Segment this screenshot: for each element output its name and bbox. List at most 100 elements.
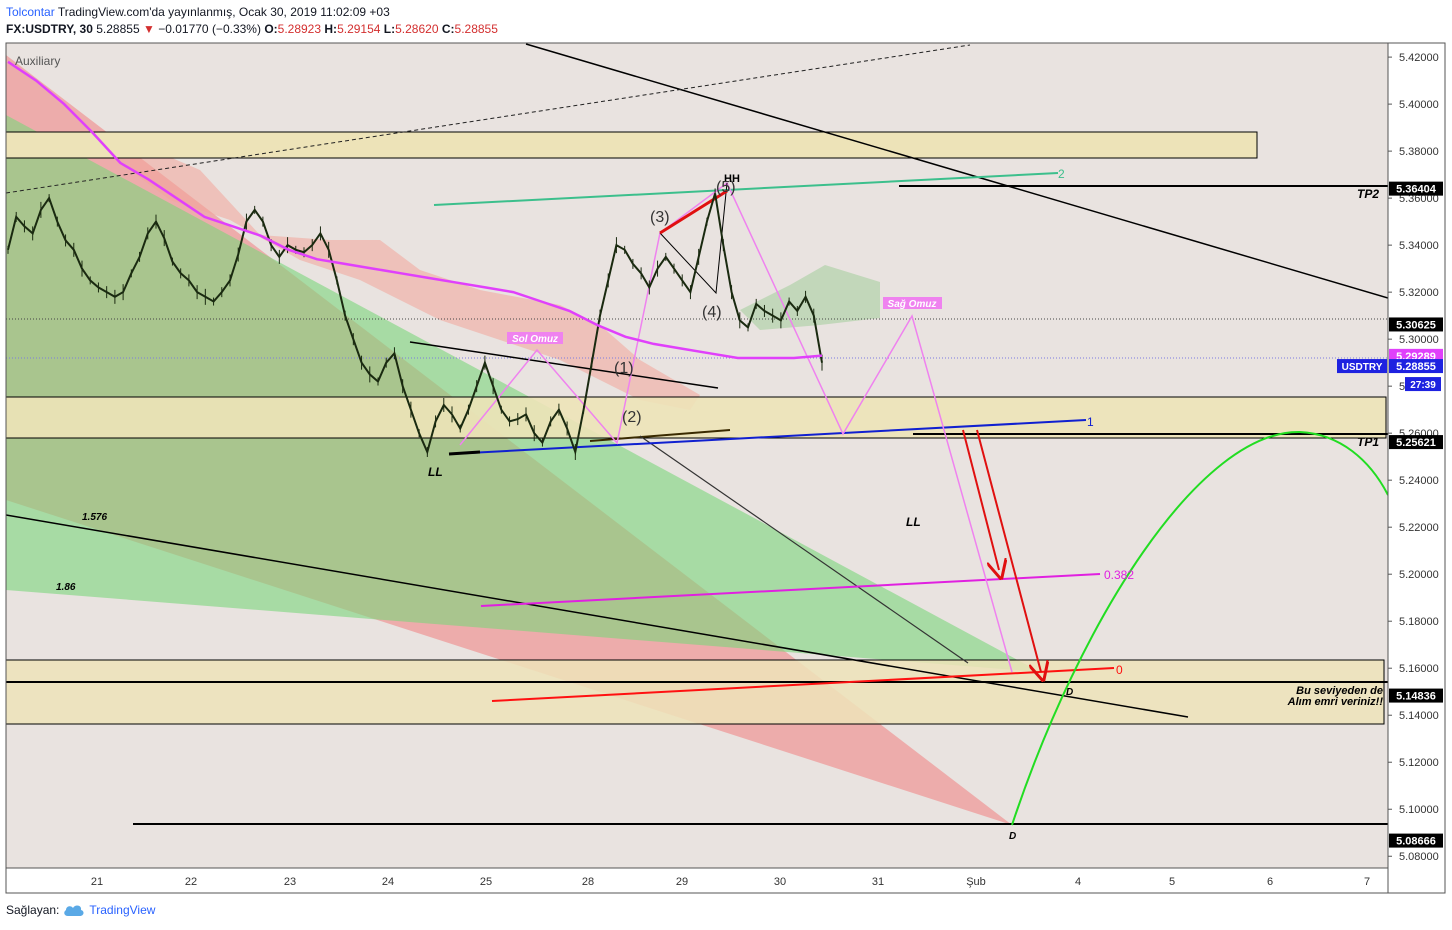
buy-zone-box	[6, 659, 1385, 725]
price-change: −0.01770 (−0.33%)	[158, 22, 261, 36]
publish-info: TradingView.com'da yayınlanmış, Ocak 30,…	[57, 5, 390, 19]
countdown-box	[1405, 377, 1441, 392]
fib-0382-label: 0.382	[1104, 568, 1134, 582]
x-tick-label: 25	[480, 876, 492, 888]
fib-1-label: 1	[1087, 415, 1094, 429]
y-tick-label: 5.38000	[1399, 146, 1439, 158]
tp2-label: TP2	[1357, 187, 1379, 201]
y-tick-label: 5.10000	[1399, 804, 1439, 816]
wave-1-label: (1)	[614, 360, 634, 377]
price-tag-box	[1389, 317, 1443, 332]
x-tick-label: 23	[284, 876, 296, 888]
ll-base-line	[448, 450, 481, 456]
time-axis[interactable]	[5, 867, 1389, 894]
x-tick-label: 30	[774, 876, 786, 888]
hh-label: HH	[724, 173, 740, 185]
resistance-box	[6, 131, 1258, 159]
green-projection-zone	[6, 115, 1040, 672]
price-tag-box	[1389, 688, 1443, 703]
symbol-tag-label: USDTRY	[1342, 362, 1383, 373]
price-tag-box	[1389, 833, 1443, 848]
fib-0-label: 0	[1116, 663, 1123, 677]
provider-label: Sağlayan:	[6, 903, 60, 917]
x-tick-label: 7	[1364, 876, 1370, 888]
y-tick-label: 5.14000	[1399, 710, 1439, 722]
x-tick-label: 28	[582, 876, 594, 888]
note-line-2: Alım emri veriniz!!	[1287, 696, 1384, 708]
last-price: 5.28855	[96, 22, 140, 36]
x-tick-label: 6	[1267, 876, 1273, 888]
red-arrow-short	[962, 429, 999, 570]
open-value: 5.28923	[277, 22, 322, 36]
tradingview-brand-link[interactable]: TradingView	[89, 903, 156, 917]
d-lower-label: D	[1009, 831, 1016, 842]
head-shoulders-pattern	[459, 181, 1013, 673]
price-wicks	[7, 188, 823, 460]
author-link[interactable]: Tolcontar	[6, 5, 55, 19]
wave-connector	[659, 182, 728, 295]
publish-line: Tolcontar TradingView.com'da yayınlanmış…	[6, 4, 498, 21]
price-tag-label: 5.28855	[1396, 361, 1436, 373]
price-tags: 5.364045.306255.292895.28855USDTRY27:395…	[1337, 181, 1443, 848]
projection-curve	[1011, 430, 1388, 826]
x-tick-label: 21	[91, 876, 103, 888]
wave-5-label: (5)	[716, 179, 736, 196]
auxiliary-label: Auxiliary	[15, 54, 60, 68]
fib-2-label: 2	[1058, 167, 1065, 181]
fib-1576-label: 1.576	[82, 512, 107, 523]
y-tick-label: 5.30000	[1399, 334, 1439, 346]
footer: Sağlayan: TradingView	[6, 903, 155, 917]
tp1-label: TP1	[1357, 435, 1379, 449]
tp1-box	[6, 396, 1387, 439]
high-value: 5.29154	[337, 22, 381, 36]
y-tick-label: 5.24000	[1399, 475, 1439, 487]
y-tick-label: 5.42000	[1399, 52, 1439, 64]
close-label: C:	[441, 22, 455, 36]
lower-channel-line	[6, 514, 1189, 718]
down-arrow-icon: ▼	[142, 22, 155, 36]
low-label: L:	[383, 22, 396, 36]
y-tick-label: 5.16000	[1399, 663, 1439, 675]
price-tag-label: 5.08666	[1396, 836, 1436, 848]
symbol-tag-box	[1337, 359, 1387, 374]
x-tick-label: 5	[1169, 876, 1175, 888]
price-chart[interactable]: Auxiliary TP2 TP1 LL LL HH (1) (2) (3) (…	[0, 0, 1452, 900]
x-tick-label: 31	[872, 876, 884, 888]
fib-186-label: 1.86	[56, 582, 76, 593]
wave-2-label: (2)	[622, 409, 642, 426]
neckline-upper	[409, 341, 719, 389]
open-label: O:	[264, 22, 278, 36]
price-tag-label: 5.25621	[1396, 437, 1436, 449]
x-tick-label: Şub	[966, 876, 986, 888]
chart-header: Tolcontar TradingView.com'da yayınlanmış…	[6, 4, 498, 38]
red-arrow-long	[976, 429, 1041, 672]
price-series	[7, 193, 823, 456]
price-tag-label: 5.14836	[1396, 691, 1436, 703]
x-tick-label: 24	[382, 876, 394, 888]
price-tag-label: 5.30625	[1396, 319, 1436, 331]
fib-2-line	[433, 172, 1059, 206]
sol-omuz-label: Sol Omuz	[512, 334, 558, 345]
price-tag-box	[1389, 435, 1443, 450]
sol-omuz-badge	[507, 332, 563, 344]
ll-right-label: LL	[906, 515, 921, 529]
price-tag-box	[1389, 359, 1443, 374]
x-tick-label: 4	[1075, 876, 1081, 888]
x-tick-labels: 21 22 23 24 25 28 29 30 31 Şub 4 5 6 7	[91, 876, 1370, 888]
y-tick-label: 5.34000	[1399, 240, 1439, 252]
price-tag-box	[1389, 181, 1443, 196]
downtrend-line-top	[525, 43, 1388, 299]
symbol-label: FX:USDTRY, 30	[6, 22, 93, 36]
wave-3-label: (3)	[650, 209, 670, 226]
y-tick-label: 5.40000	[1399, 99, 1439, 111]
price-tag-label: 5.36404	[1396, 184, 1437, 196]
d-upper-label: D	[1066, 687, 1073, 698]
fib-0-line	[491, 667, 1115, 702]
y-tick-label: 5.32000	[1399, 287, 1439, 299]
close-value: 5.28855	[454, 22, 498, 36]
countdown-label: 27:39	[1410, 380, 1436, 391]
x-tick-label: 29	[676, 876, 688, 888]
tradingview-cloud-icon	[64, 905, 84, 916]
low-value: 5.28620	[395, 22, 439, 36]
high-label: H:	[324, 22, 338, 36]
